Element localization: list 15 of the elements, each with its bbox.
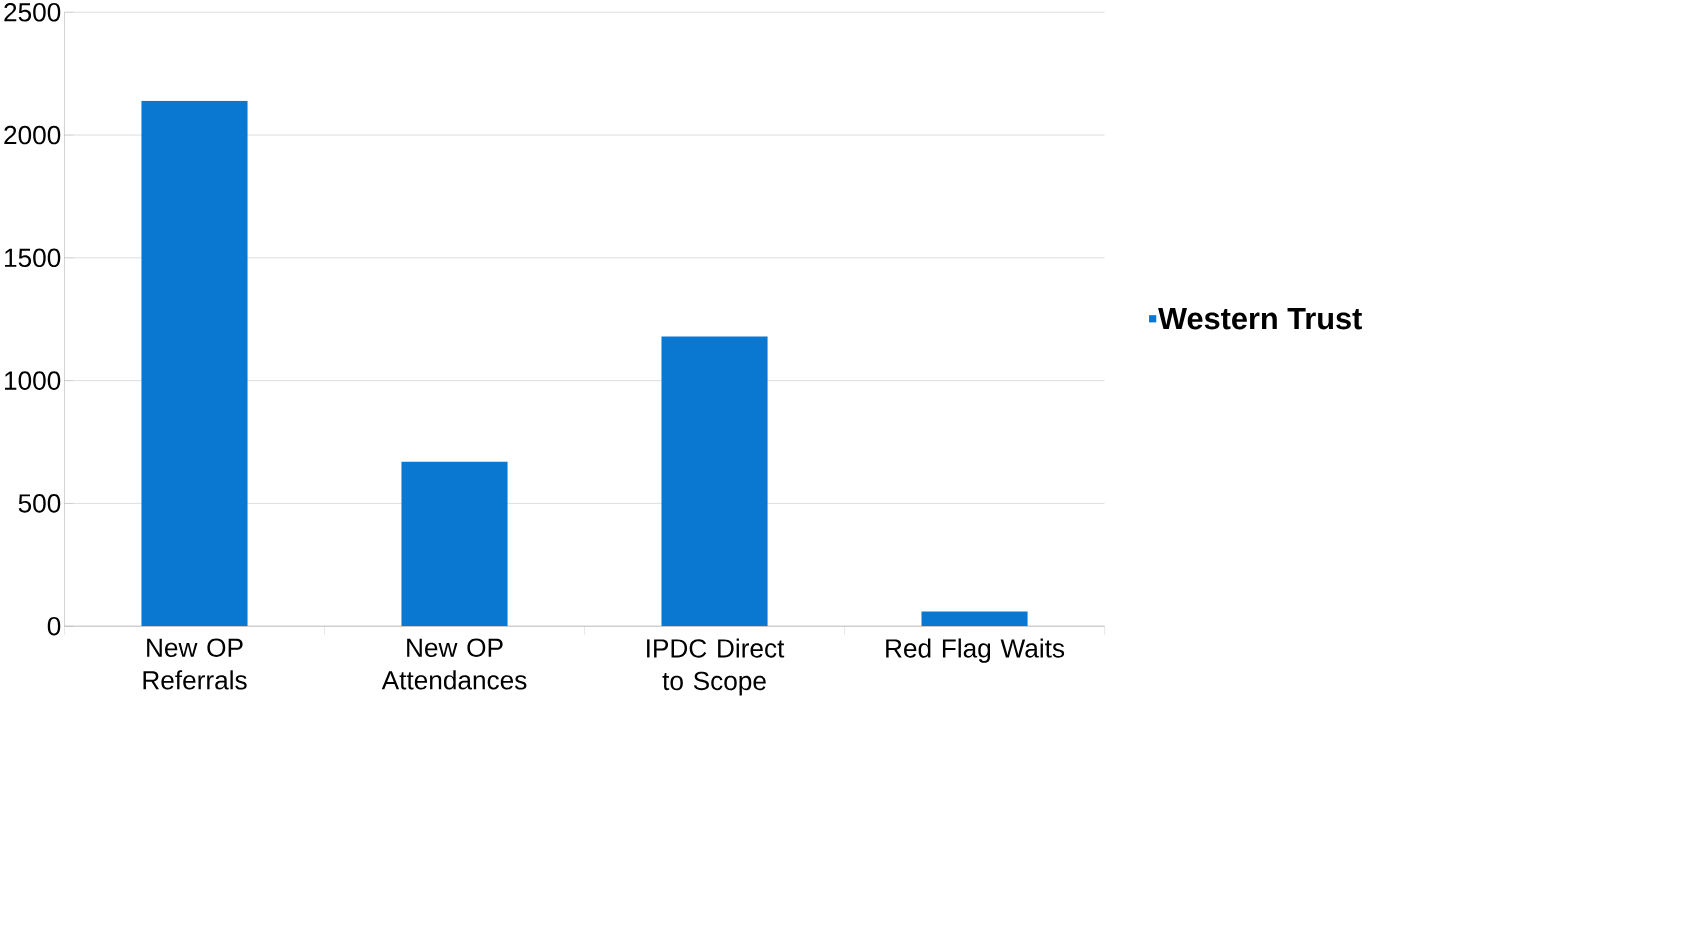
y-tick-label: 2000 <box>4 125 61 145</box>
x-tick-label: IPDC Direct to Scope <box>647 638 785 696</box>
x-tick-label: Red Flag Waits <box>886 638 1065 663</box>
y-tick-label: 2500 <box>4 3 61 22</box>
y-tick-label: 500 <box>18 494 61 513</box>
x-tick-label: New OP Referrals <box>143 638 247 690</box>
bar <box>141 100 248 627</box>
y-tick-label: 1000 <box>5 371 61 390</box>
legend-label: Western Trust <box>1158 308 1362 330</box>
bar <box>401 461 508 627</box>
y-tick-label: 1500 <box>5 248 61 268</box>
bar <box>921 611 1028 627</box>
y-tick-label: 0 <box>47 617 61 636</box>
bar <box>661 336 768 627</box>
x-tick-label: New OP Attendances <box>381 638 527 690</box>
